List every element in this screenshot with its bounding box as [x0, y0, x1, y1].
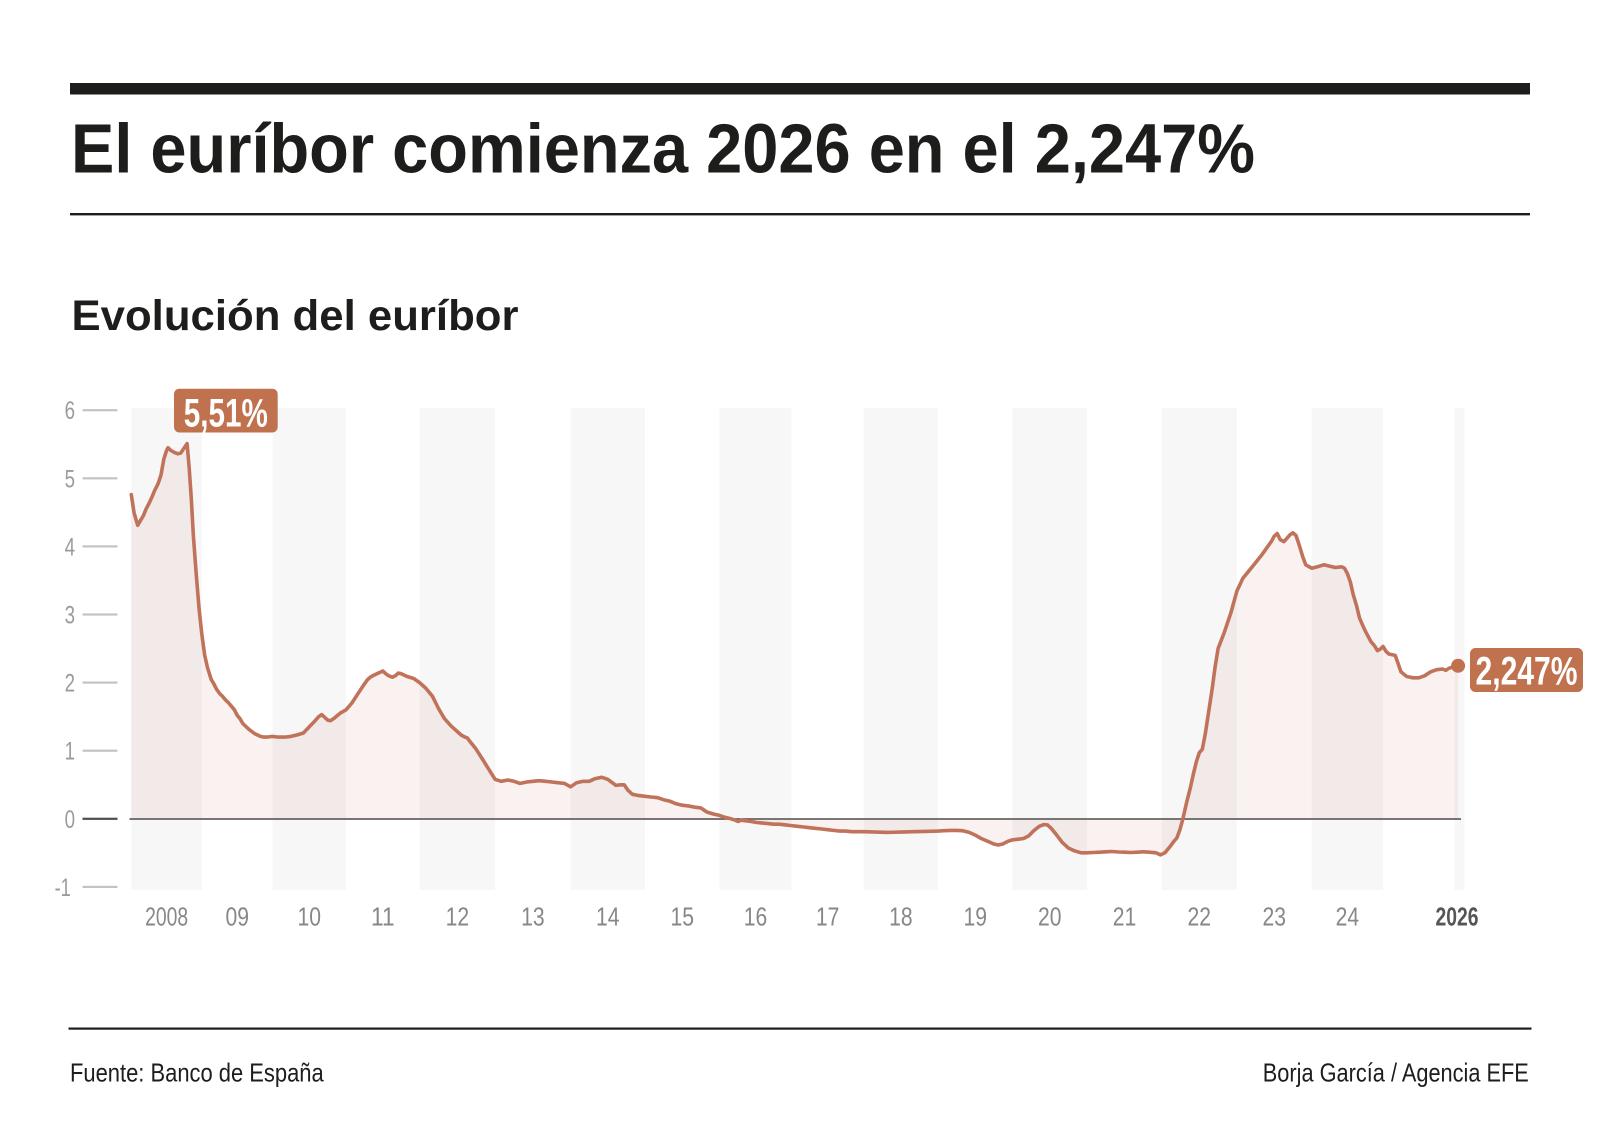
- svg-text:14: 14: [596, 902, 620, 932]
- svg-text:16: 16: [744, 902, 768, 932]
- svg-text:5,51%: 5,51%: [184, 391, 268, 435]
- svg-text:19: 19: [963, 902, 987, 932]
- svg-text:09: 09: [225, 902, 249, 932]
- svg-text:-1: -1: [55, 874, 71, 902]
- svg-text:5: 5: [65, 465, 75, 493]
- svg-text:23: 23: [1262, 902, 1286, 932]
- svg-text:12: 12: [446, 902, 470, 932]
- svg-text:0: 0: [65, 806, 75, 834]
- svg-text:2: 2: [65, 670, 75, 698]
- svg-text:13: 13: [521, 902, 545, 932]
- svg-text:Fuente: Banco de España: Fuente: Banco de España: [70, 1059, 324, 1087]
- svg-text:3: 3: [65, 602, 75, 630]
- svg-text:El euríbor comienza 2026 en el: El euríbor comienza 2026 en el 2,247%: [71, 110, 1255, 188]
- svg-text:17: 17: [816, 902, 840, 932]
- svg-text:6: 6: [65, 397, 75, 425]
- svg-text:Borja García / Agencia EFE: Borja García / Agencia EFE: [1263, 1059, 1529, 1087]
- svg-text:18: 18: [889, 902, 913, 932]
- svg-text:21: 21: [1113, 902, 1137, 932]
- svg-text:10: 10: [297, 902, 321, 932]
- svg-text:2,247%: 2,247%: [1476, 650, 1578, 694]
- svg-text:11: 11: [371, 902, 395, 932]
- svg-text:2026: 2026: [1436, 902, 1479, 932]
- svg-text:2008: 2008: [145, 902, 188, 932]
- svg-text:Evolución del euríbor: Evolución del euríbor: [72, 292, 519, 340]
- svg-text:15: 15: [670, 902, 694, 932]
- svg-text:24: 24: [1336, 902, 1360, 932]
- svg-text:1: 1: [65, 738, 75, 766]
- svg-text:20: 20: [1038, 902, 1062, 932]
- svg-text:22: 22: [1188, 902, 1212, 932]
- svg-text:4: 4: [65, 533, 75, 561]
